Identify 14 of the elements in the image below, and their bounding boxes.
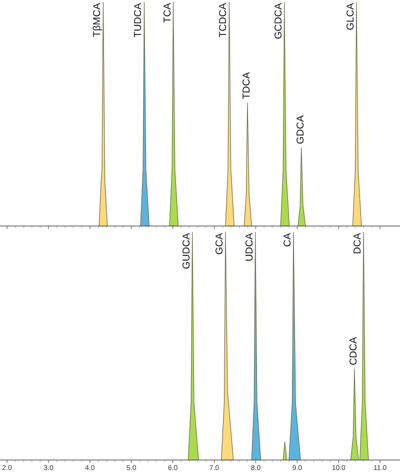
text: TβMCA bbox=[92, 2, 104, 38]
text: GCDCA bbox=[273, 2, 284, 40]
text: UDCA bbox=[244, 232, 256, 262]
text: CA bbox=[282, 232, 294, 247]
text: DCA bbox=[352, 232, 364, 254]
text: TUDCA bbox=[133, 2, 144, 38]
text: TCA bbox=[162, 2, 174, 23]
text: TDCA bbox=[241, 72, 252, 100]
text: GCA bbox=[214, 232, 226, 255]
text: GUDCA bbox=[181, 232, 192, 270]
text: CDCA bbox=[348, 336, 360, 366]
text: GLCA bbox=[345, 2, 356, 30]
text: TCDCA bbox=[218, 2, 230, 38]
text: GDCA bbox=[295, 114, 306, 144]
